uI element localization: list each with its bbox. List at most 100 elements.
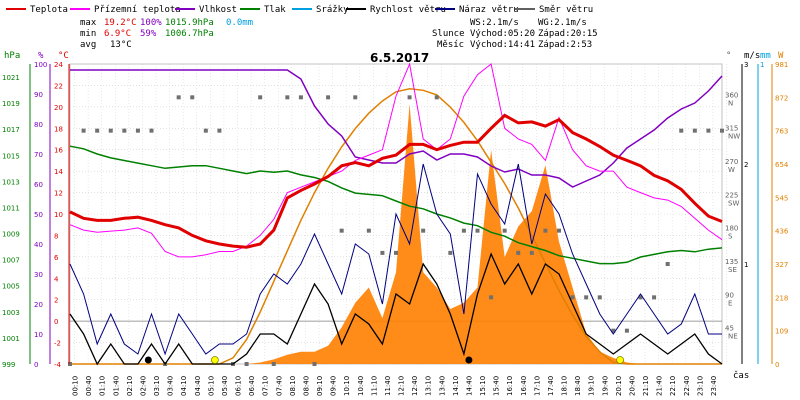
temperature-tick: 12 <box>54 190 63 198</box>
wind-direction-point <box>190 95 195 100</box>
legend-label: Rychlost větru <box>370 5 446 15</box>
humidity-tick: 0 <box>34 361 38 369</box>
humidity-tick: 100 <box>34 61 47 69</box>
x-tick: 08:40 <box>302 376 310 396</box>
light-tick: 436 <box>775 228 789 236</box>
moon-set: Západ:2:53 <box>538 40 592 50</box>
wind-direction-point <box>407 95 412 100</box>
sun-rise: Východ:05:20 <box>470 29 535 39</box>
wind-direction-point <box>353 95 358 100</box>
x-tick: 15:40 <box>493 376 501 396</box>
wind-direction-point <box>394 250 398 255</box>
temperature-tick: -2 <box>54 340 61 348</box>
sun-marker <box>616 356 625 364</box>
wind-direction-point <box>611 328 616 333</box>
x-tick: 00:10 <box>72 376 80 396</box>
wind-direction-point <box>122 128 127 133</box>
humidity-tick: 60 <box>34 181 43 189</box>
temperature-tick: 16 <box>54 147 63 155</box>
wind-direction-point <box>108 128 113 133</box>
x-tick: 07:40 <box>275 376 283 396</box>
x-tick: 07:10 <box>262 376 270 396</box>
humidity-line <box>70 69 723 188</box>
wind-direction-point <box>434 95 439 100</box>
wind-direction-point <box>339 228 344 233</box>
x-tick: 00:40 <box>85 376 93 396</box>
pressure-tick: 1005 <box>2 283 20 291</box>
wind-direction-point <box>68 362 72 366</box>
wind-direction-point <box>135 128 140 133</box>
wind-gust-info: WG:2.1m/s <box>538 18 587 28</box>
unit-humidity: % <box>38 51 44 61</box>
x-tick: 19:40 <box>601 376 609 396</box>
wind-direction-point <box>706 128 711 133</box>
temperature-tick: 0 <box>54 318 58 326</box>
stats-panel: max 19.2°C 100% 1015.9hPa 0.0mm min 6.9°… <box>80 18 598 65</box>
unit-pressure: hPa <box>4 51 20 61</box>
x-tick: 02:40 <box>139 376 147 396</box>
moon-rise: Východ:14:41 <box>470 40 535 50</box>
x-tick: 10:40 <box>357 376 365 396</box>
wind-direction-point <box>95 128 100 133</box>
x-tick: 19:10 <box>588 376 596 396</box>
wind-speed-info: WS:2.1m/s <box>470 18 519 28</box>
x-tick: 14:40 <box>465 376 473 396</box>
wind-direction-point <box>298 95 303 100</box>
wind-direction-point <box>149 128 154 133</box>
temperature-tick: 10 <box>54 211 63 219</box>
stat-max-label: max <box>80 18 97 28</box>
x-tick: 01:40 <box>112 376 120 396</box>
x-tick: 11:10 <box>370 376 378 396</box>
wind-direction-point <box>516 250 521 255</box>
wind-direction-point <box>285 95 290 100</box>
x-tick: 05:10 <box>207 376 215 396</box>
humidity-tick: 50 <box>34 211 43 219</box>
pressure-line <box>69 145 723 265</box>
unit-light: W <box>778 51 784 61</box>
x-tick: 15:10 <box>479 376 487 396</box>
pressure-tick: 1007 <box>2 257 20 265</box>
light-tick: 981 <box>775 61 788 69</box>
temperature-tick: 14 <box>54 168 63 176</box>
pressure-tick: 1003 <box>2 309 20 317</box>
wind-direction-point <box>176 95 181 100</box>
wind-direction-point <box>570 295 575 300</box>
humidity-tick: 80 <box>34 121 43 129</box>
direction-tick: 135 <box>725 258 738 266</box>
stat-min-label: min <box>80 29 96 39</box>
pressure-tick: 1001 <box>2 335 20 343</box>
wind-direction-point <box>638 295 643 300</box>
wind-direction-point <box>217 128 222 133</box>
direction-cardinal: SW <box>728 199 739 207</box>
direction-cardinal: N <box>728 99 733 107</box>
wind-direction-point <box>720 128 724 133</box>
x-tick: 22:40 <box>683 376 691 396</box>
humidity-tick: 20 <box>34 301 43 309</box>
x-tick: 23:10 <box>696 376 704 396</box>
x-tick: 10:10 <box>343 376 351 396</box>
x-tick: 14:10 <box>452 376 460 396</box>
temperature-tick: 20 <box>54 104 63 112</box>
wind-direction-point <box>543 228 548 233</box>
stat-min-humidity: 59% <box>140 29 157 39</box>
unit-time: čas <box>733 370 749 381</box>
x-tick: 18:10 <box>561 376 569 396</box>
temperature-tick: 22 <box>54 82 63 90</box>
stat-min-pressure: 1006.7hPa <box>165 29 214 39</box>
unit-wind: m/s <box>744 51 760 61</box>
pressure-tick: 1013 <box>2 178 20 186</box>
x-tick: 22:10 <box>669 376 677 396</box>
sun-label: Slunce <box>432 29 465 39</box>
wind-direction-point <box>475 228 480 233</box>
x-tick: 03:10 <box>153 376 161 396</box>
sun-marker <box>210 356 219 364</box>
humidity-tick: 10 <box>34 331 43 339</box>
legend: Teplota Přízemní teplota Vlhkost Tlak Srážky… <box>6 5 593 15</box>
temperature-tick: 2 <box>54 297 58 305</box>
stat-min-temp: 6.9°C <box>104 29 131 39</box>
x-tick: 09:40 <box>330 376 338 396</box>
wind-direction-point <box>244 362 249 366</box>
light-tick: 763 <box>775 128 788 136</box>
direction-cardinal: SE <box>728 266 737 274</box>
moon-marker <box>144 356 152 364</box>
